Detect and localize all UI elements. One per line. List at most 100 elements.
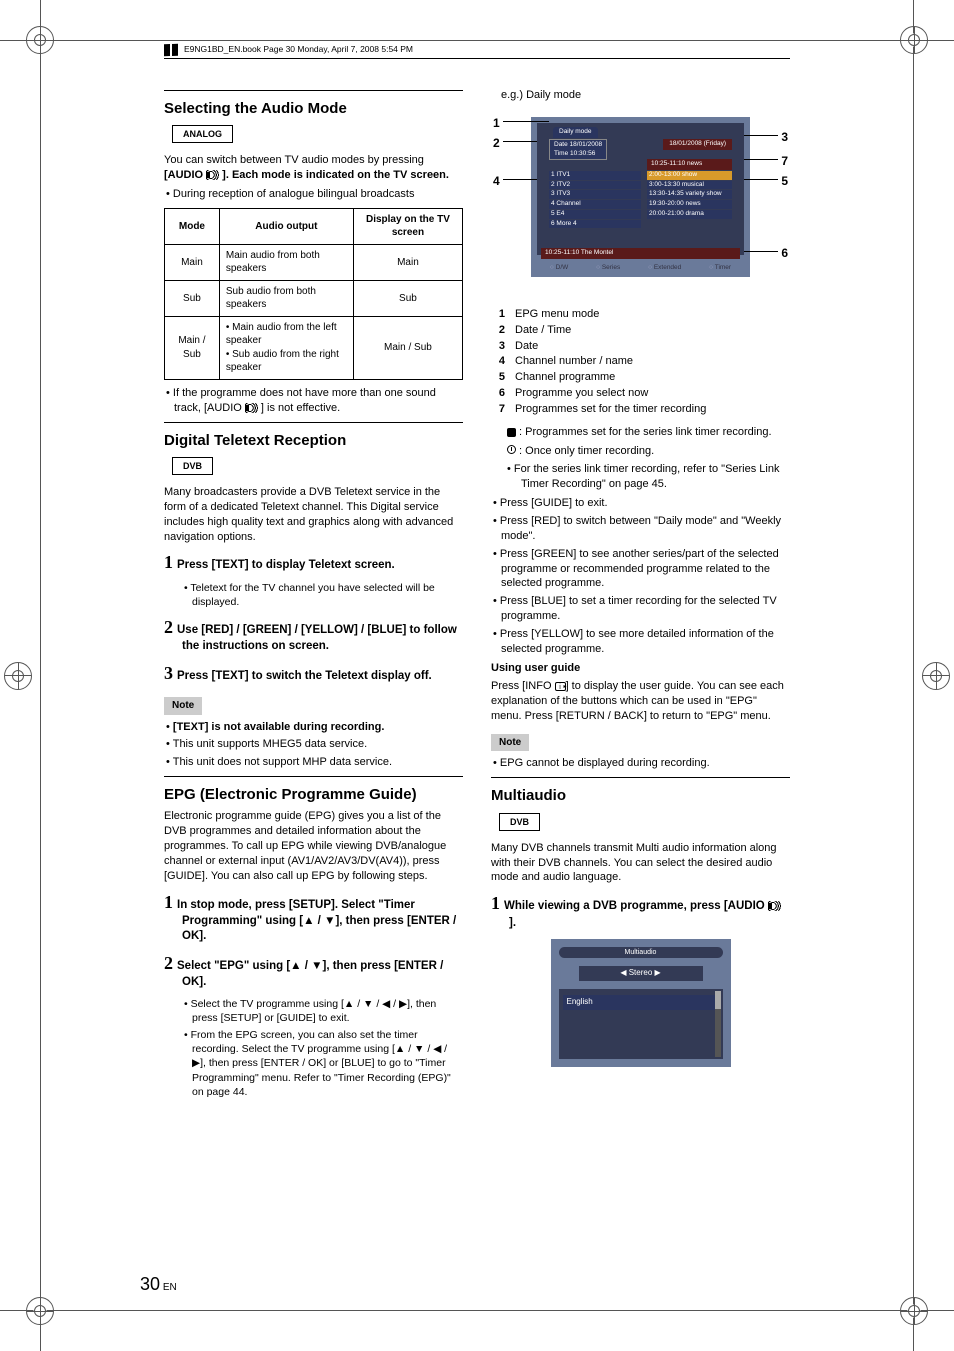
paragraph: Press [INFO i] to display the user guide… xyxy=(491,679,790,724)
th-mode: Mode xyxy=(165,208,220,244)
epg-channel: 5 E4 xyxy=(549,210,641,219)
register-mark-icon xyxy=(900,1297,928,1325)
bullet: Press [BLUE] to set a timer recording fo… xyxy=(491,594,790,624)
callout-1: 1 xyxy=(493,115,500,131)
sublegend: S : Programmes set for the series link t… xyxy=(521,425,790,440)
series-icon: S xyxy=(507,428,516,437)
page: E9NG1BD_EN.book Page 30 Monday, April 7,… xyxy=(0,0,954,1351)
note-label: Note xyxy=(491,734,529,752)
bullet: During reception of analogue bilingual b… xyxy=(164,187,463,202)
sublegend: • For the series link timer recording, r… xyxy=(521,462,790,492)
badge-dvb: DVB xyxy=(499,813,540,831)
substep: Select the TV programme using [▲ / ▼ / ◀… xyxy=(192,997,463,1025)
callout-3: 3 xyxy=(781,129,788,145)
register-mark-icon xyxy=(26,26,54,54)
diagram-caption: e.g.) Daily mode xyxy=(501,88,790,103)
epg-mode-tab: Daily mode xyxy=(553,127,598,138)
epg-prog-list: 2:00-13:00 show 3:00-13:30 musical 13:30… xyxy=(647,171,732,220)
epg-prog: 20:00-21:00 drama xyxy=(647,210,732,219)
note-bullet: This unit does not support MHP data serv… xyxy=(164,755,463,770)
clock-icon xyxy=(507,445,516,454)
callout-7: 7 xyxy=(781,153,788,169)
header-text: E9NG1BD_EN.book Page 30 Monday, April 7,… xyxy=(184,44,413,55)
epg-channel: 4 Channel xyxy=(549,200,641,209)
page-body: E9NG1BD_EN.book Page 30 Monday, April 7,… xyxy=(64,44,890,1102)
epg-channel: 2 ITV2 xyxy=(549,181,641,190)
callout-2: 2 xyxy=(493,135,500,151)
epg-outer-box: Daily mode Date 18/01/2008 Time 10:30:56… xyxy=(531,117,750,277)
subheading: Using user guide xyxy=(491,661,790,676)
panel-title: Multiaudio xyxy=(559,947,723,958)
epg-diagram: Daily mode Date 18/01/2008 Time 10:30:56… xyxy=(491,107,790,297)
crop-mark xyxy=(0,1310,954,1311)
step: 2Use [RED] / [GREEN] / [YELLOW] / [BLUE]… xyxy=(182,615,463,655)
two-column-layout: Selecting the Audio Mode ANALOG You can … xyxy=(64,84,890,1102)
right-column: e.g.) Daily mode Daily mode Date 18/01/2… xyxy=(491,84,790,1102)
rule xyxy=(164,776,463,777)
register-mark-icon xyxy=(26,1297,54,1325)
epg-right-date: 18/01/2008 (Friday) xyxy=(663,139,732,150)
rule xyxy=(164,90,463,91)
epg-channel: 3 ITV3 xyxy=(549,190,641,199)
panel-selector: ◀ Stereo ▶ xyxy=(579,966,703,981)
epg-time-bar: 10:25-11:10 news xyxy=(647,159,732,170)
table-row: Main Main audio from both speakers Main xyxy=(165,244,463,280)
bullet: If the programme does not have more than… xyxy=(164,386,463,416)
epg-channel: 6 More 4 xyxy=(549,220,641,229)
table-row: Sub Sub audio from both speakers Sub xyxy=(165,280,463,316)
scrollbar-thumb xyxy=(715,991,721,1009)
panel-body: English xyxy=(559,989,723,1059)
audio-icon xyxy=(768,901,784,911)
section-title-teletext: Digital Teletext Reception xyxy=(164,431,463,451)
note-bullet: [TEXT] is not available during recording… xyxy=(164,720,463,735)
epg-prog: 3:00-13:30 musical xyxy=(647,181,732,190)
step: 1Press [TEXT] to display Teletext screen… xyxy=(182,550,463,574)
epg-channel-list: 1 ITV1 2 ITV2 3 ITV3 4 Channel 5 E4 6 Mo… xyxy=(549,171,641,230)
note-bullet: This unit supports MHEG5 data service. xyxy=(164,737,463,752)
bullet: Press [RED] to switch between "Daily mod… xyxy=(491,514,790,544)
paragraph: You can switch between TV audio modes by… xyxy=(164,153,463,183)
substep: Teletext for the TV channel you have sel… xyxy=(192,581,463,609)
step: 1While viewing a DVB programme, press [A… xyxy=(509,891,790,931)
step: 3Press [TEXT] to switch the Teletext dis… xyxy=(182,661,463,685)
bullet: Press [GREEN] to see another series/part… xyxy=(491,547,790,592)
sublegend: : Once only timer recording. xyxy=(521,444,790,459)
th-output: Audio output xyxy=(219,208,353,244)
bullet: Press [YELLOW] to see more detailed info… xyxy=(491,627,790,657)
audio-icon xyxy=(245,403,261,413)
rule xyxy=(164,422,463,423)
section-title-epg: EPG (Electronic Programme Guide) xyxy=(164,785,463,805)
section-title-multiaudio: Multiaudio xyxy=(491,786,790,806)
epg-prog: 19:30-20:00 news xyxy=(647,200,732,209)
crop-mark xyxy=(40,0,41,1351)
register-mark-icon xyxy=(900,26,928,54)
left-column: Selecting the Audio Mode ANALOG You can … xyxy=(164,84,463,1102)
epg-prog: 2:00-13:00 show xyxy=(647,171,732,180)
info-icon: i xyxy=(555,682,566,691)
step: 1In stop mode, press [SETUP]. Select "Ti… xyxy=(182,890,463,945)
epg-inner-box: Daily mode Date 18/01/2008 Time 10:30:56… xyxy=(537,123,744,255)
section-title-audio-mode: Selecting the Audio Mode xyxy=(164,99,463,119)
audio-icon xyxy=(206,170,222,180)
note-bullet: EPG cannot be displayed during recording… xyxy=(491,756,790,771)
panel-lang-row: English xyxy=(563,995,719,1010)
epg-date-time: Date 18/01/2008 Time 10:30:56 xyxy=(549,139,607,161)
epg-footer-line: 10:25-11:10 The Montel xyxy=(541,248,740,259)
multiaudio-panel: Multiaudio ◀ Stereo ▶ English xyxy=(551,939,731,1067)
note-label: Note xyxy=(164,697,202,715)
crop-mark xyxy=(913,0,914,1351)
bullet: Press [GUIDE] to exit. xyxy=(491,496,790,511)
th-display: Display on the TV screen xyxy=(353,208,462,244)
paragraph: Many broadcasters provide a DVB Teletext… xyxy=(164,485,463,544)
step: 2Select "EPG" using [▲ / ▼], then press … xyxy=(182,951,463,991)
register-mark-icon xyxy=(4,662,32,690)
callout-6: 6 xyxy=(781,245,788,261)
badge-analog: ANALOG xyxy=(172,125,233,143)
callout-legend: 1EPG menu mode 2Date / Time 3Date 4Chann… xyxy=(491,307,790,417)
crop-mark xyxy=(0,40,954,41)
table-row: Main / Sub • Main audio from the left sp… xyxy=(165,316,463,379)
epg-prog: 13:30-14:35 variety show xyxy=(647,190,732,199)
callout-4: 4 xyxy=(493,173,500,189)
audio-mode-table: Mode Audio output Display on the TV scre… xyxy=(164,208,463,380)
badge-dvb: DVB xyxy=(172,457,213,475)
